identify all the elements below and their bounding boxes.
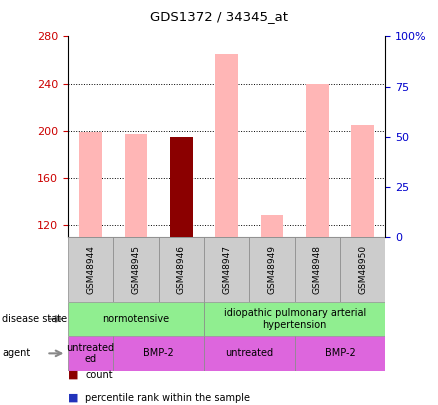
Bar <box>340 237 385 302</box>
Text: idiopathic pulmonary arterial
hypertension: idiopathic pulmonary arterial hypertensi… <box>223 308 366 330</box>
Bar <box>295 237 340 302</box>
Text: GSM48948: GSM48948 <box>313 245 322 294</box>
Bar <box>68 237 113 302</box>
Text: BMP-2: BMP-2 <box>325 348 356 358</box>
Text: untreated
ed: untreated ed <box>67 343 115 364</box>
Bar <box>204 336 295 371</box>
Text: agent: agent <box>2 348 30 358</box>
Bar <box>249 237 295 302</box>
Text: GSM48945: GSM48945 <box>131 245 141 294</box>
Bar <box>79 132 102 237</box>
Bar <box>159 237 204 302</box>
Text: ■: ■ <box>68 370 78 379</box>
Text: GSM48949: GSM48949 <box>268 245 276 294</box>
Text: percentile rank within the sample: percentile rank within the sample <box>85 393 251 403</box>
Bar <box>306 83 329 237</box>
Text: BMP-2: BMP-2 <box>143 348 174 358</box>
Bar <box>170 137 193 237</box>
Text: GSM48946: GSM48946 <box>177 245 186 294</box>
Bar <box>261 215 283 237</box>
Bar <box>113 336 204 371</box>
Bar <box>124 134 147 237</box>
Text: untreated: untreated <box>225 348 273 358</box>
Bar <box>68 302 204 336</box>
Text: count: count <box>85 370 113 379</box>
Bar <box>204 302 385 336</box>
Text: GSM48950: GSM48950 <box>358 245 367 294</box>
Bar <box>204 237 249 302</box>
Bar <box>113 237 159 302</box>
Bar <box>215 54 238 237</box>
Text: GDS1372 / 34345_at: GDS1372 / 34345_at <box>150 10 288 23</box>
Text: ■: ■ <box>68 393 78 403</box>
Bar <box>351 125 374 237</box>
Text: normotensive: normotensive <box>102 314 170 324</box>
Text: GSM48944: GSM48944 <box>86 245 95 294</box>
Text: disease state: disease state <box>2 314 67 324</box>
Text: GSM48947: GSM48947 <box>222 245 231 294</box>
Bar <box>68 336 113 371</box>
Bar <box>295 336 385 371</box>
